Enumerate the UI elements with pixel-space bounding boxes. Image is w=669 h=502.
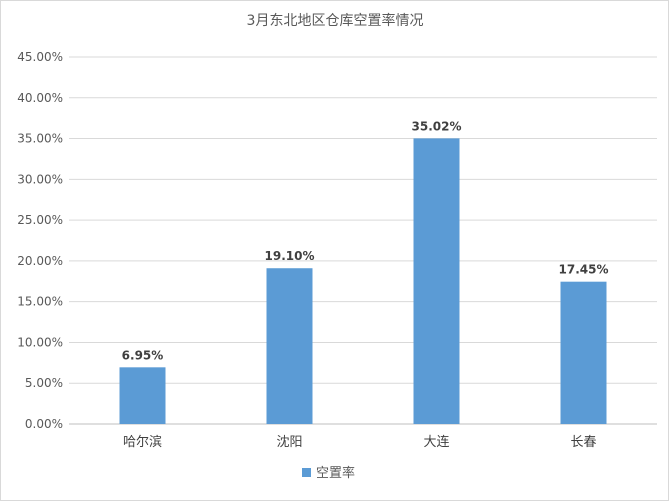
data-label: 17.45% xyxy=(559,263,609,277)
legend: 空置率 xyxy=(302,465,355,481)
bar xyxy=(119,367,166,424)
y-axis-ticks: 0.00% 5.00% 10.00% 15.00% 20.00% 25.00% 30.00%… xyxy=(17,50,63,431)
data-label: 35.02% xyxy=(412,119,462,133)
bar xyxy=(560,281,607,424)
bar xyxy=(266,268,313,424)
data-label: 19.10% xyxy=(265,249,315,263)
y-tick-label: 25.00% xyxy=(17,213,63,227)
y-tick-label: 20.00% xyxy=(17,254,63,268)
category-label: 哈尔滨 xyxy=(123,434,162,450)
legend-label: 空置率 xyxy=(316,465,355,481)
y-tick-label: 30.00% xyxy=(17,172,63,186)
data-labels: 6.95% 19.10% 35.02% 17.45% xyxy=(122,119,609,362)
y-tick-label: 40.00% xyxy=(17,91,63,105)
chart-title: 3月东北地区仓库空置率情况 xyxy=(247,12,424,29)
y-tick-label: 5.00% xyxy=(25,376,63,390)
bars xyxy=(119,138,607,424)
y-tick-label: 45.00% xyxy=(17,50,63,64)
y-tick-label: 10.00% xyxy=(17,335,63,349)
category-label: 沈阳 xyxy=(276,435,302,450)
y-tick-label: 0.00% xyxy=(25,417,63,431)
y-tick-label: 35.00% xyxy=(17,132,63,146)
category-label: 长春 xyxy=(570,435,596,450)
category-labels: 哈尔滨 沈阳 大连 长春 xyxy=(123,434,597,450)
data-label: 6.95% xyxy=(122,348,164,362)
bar xyxy=(413,138,460,424)
category-label: 大连 xyxy=(423,434,449,450)
gridlines xyxy=(69,56,657,425)
y-tick-label: 15.00% xyxy=(17,295,63,309)
legend-swatch xyxy=(302,468,311,477)
